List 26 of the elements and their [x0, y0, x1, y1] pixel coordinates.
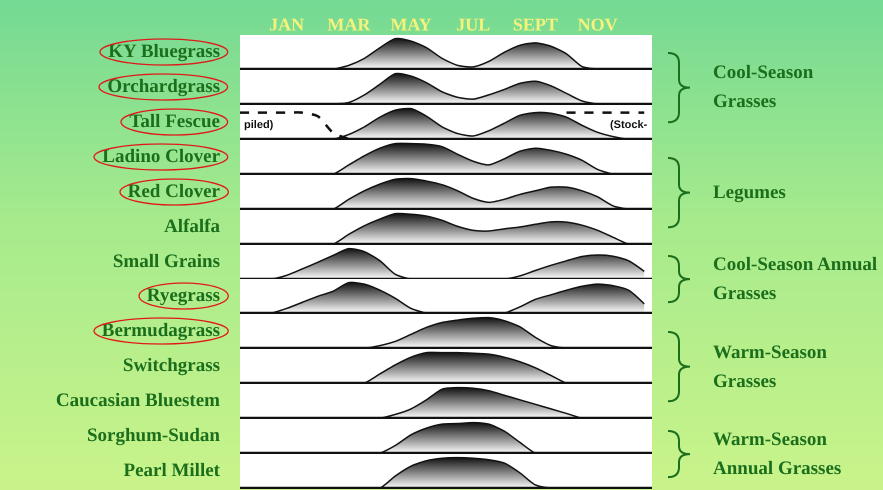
y-axis-title: KY Bluegrass — [108, 41, 220, 63]
y-axis-title: Switchgrass — [122, 355, 220, 378]
y-axis-title: Orchardgrass — [107, 76, 220, 98]
x-tick-label: SEPT — [512, 14, 558, 34]
y2-axis-title: Cool-Season Grasses — [713, 61, 814, 114]
x-tick-label: MAY — [390, 14, 432, 34]
x-tick-label: NOV — [578, 14, 618, 34]
y-axis-title: Red Clover — [128, 180, 220, 203]
x-tick-label: JUL — [456, 14, 490, 34]
y-axis-title: Tall Fescue — [129, 110, 220, 133]
y-axis-title: Pearl Millet — [123, 460, 220, 482]
y-axis-title: Ryegrass — [146, 285, 220, 308]
annotation: piled) — [244, 118, 274, 131]
y2-axis-title: Warm-Season Grasses — [713, 340, 828, 394]
y-axis-title: Sorghum-Sudan — [86, 425, 220, 448]
y2-axis-title: Legumes — [713, 180, 787, 205]
y-axis-title: Alfalfa — [164, 216, 220, 238]
annotation: (Stock- — [610, 118, 648, 131]
y-axis-title: Caucasian Bluestem — [56, 390, 220, 412]
y-axis-title: Ladino Clover — [102, 146, 220, 168]
y2-axis-title: Cool-Season Annual Grasses — [713, 253, 878, 306]
y2-axis-title: Warm-Season Annual Grasses — [713, 428, 842, 482]
y-axis-title: Small Grains — [112, 250, 220, 273]
x-tick-label: MAR — [327, 14, 372, 34]
y-axis-title: Bermudagrass — [102, 320, 220, 342]
x-tick-label: JAN — [269, 14, 304, 34]
